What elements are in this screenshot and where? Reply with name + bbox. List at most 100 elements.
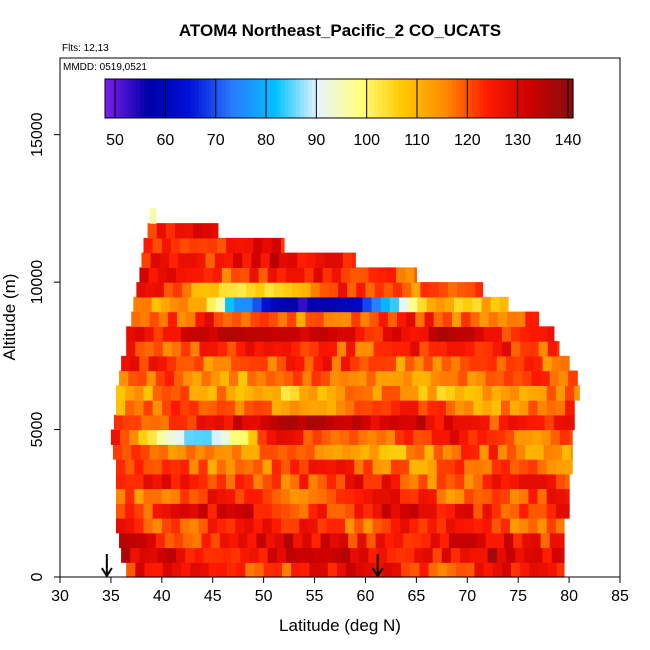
heat-cell <box>525 444 536 460</box>
heat-cell <box>510 400 520 416</box>
heat-cell <box>262 385 273 401</box>
heat-cell <box>271 473 282 490</box>
heat-cell <box>414 355 425 372</box>
altitude-band <box>116 488 570 504</box>
heat-cell <box>354 459 365 475</box>
heat-cell <box>514 429 524 445</box>
heat-cell <box>194 355 205 372</box>
heat-cell <box>483 562 494 578</box>
heat-cell <box>189 488 200 504</box>
colorbar-cell <box>296 79 301 118</box>
heat-cell <box>189 518 200 534</box>
heat-cell <box>546 488 557 504</box>
heat-cell <box>477 429 488 445</box>
heat-cell <box>267 267 278 283</box>
heat-cell <box>189 385 200 401</box>
heat-cell <box>390 518 401 534</box>
heat-cell <box>537 385 548 401</box>
heat-cell <box>290 385 300 401</box>
heat-cell <box>427 400 438 416</box>
heat-cell <box>381 459 392 475</box>
heat-cell <box>350 355 360 372</box>
heat-cell <box>135 562 146 578</box>
heat-cell <box>346 341 356 357</box>
colorbar-cell <box>136 79 141 118</box>
heat-cell <box>295 547 305 563</box>
heat-cell <box>180 503 190 519</box>
heat-cell <box>501 562 512 578</box>
heat-cell <box>302 532 313 549</box>
heat-cell <box>479 444 490 460</box>
heat-cell <box>445 503 456 519</box>
heat-cell <box>537 518 548 534</box>
heat-cell <box>177 444 187 460</box>
y-tick-label: 0 <box>29 572 46 581</box>
heat-cell <box>170 518 181 534</box>
colorbar-tick-label: 100 <box>353 132 380 149</box>
heat-cell <box>134 518 145 534</box>
heat-cell <box>215 296 226 313</box>
heat-cell <box>469 355 480 372</box>
heat-cell <box>439 370 450 386</box>
heat-cell <box>396 547 406 563</box>
heat-cell <box>432 547 443 563</box>
heat-cell <box>390 503 401 519</box>
heat-cell <box>491 473 502 490</box>
heat-cell <box>354 385 365 401</box>
heat-cell <box>522 370 533 386</box>
heat-cell <box>200 282 211 298</box>
heat-cell <box>143 385 154 401</box>
heat-cell <box>506 444 517 460</box>
x-tick-label: 70 <box>458 588 476 605</box>
heat-cell <box>374 282 385 298</box>
heat-cell <box>217 326 228 342</box>
heat-cell <box>252 296 263 313</box>
heat-cell <box>260 414 271 431</box>
heat-cell <box>153 562 164 578</box>
heat-cell <box>148 355 159 372</box>
heat-cell <box>212 547 223 563</box>
colorbar-cell <box>498 79 504 118</box>
heat-cell <box>172 341 182 357</box>
heat-cell <box>261 296 272 313</box>
colorbar-cell <box>401 79 406 118</box>
colorbar-cell <box>245 79 250 118</box>
heat-cell <box>503 370 514 386</box>
heat-cell <box>316 296 327 313</box>
heat-cell <box>369 444 380 460</box>
heat-cell <box>131 311 142 327</box>
heat-cell <box>519 385 529 401</box>
heat-cell <box>528 488 539 504</box>
heat-cell <box>387 444 398 460</box>
heat-cell <box>398 414 408 431</box>
heat-cell <box>500 503 511 519</box>
heat-cell <box>326 385 337 401</box>
heat-cell <box>400 518 410 534</box>
heat-cell <box>464 459 474 475</box>
heat-cell <box>185 355 195 372</box>
heat-cell <box>341 547 351 563</box>
heat-cell <box>315 414 326 431</box>
heat-cell <box>308 400 319 416</box>
heat-cell <box>373 341 384 357</box>
heat-cell <box>286 355 296 372</box>
heat-cell <box>204 311 215 327</box>
heat-cell <box>423 355 434 372</box>
heat-cell <box>345 385 355 401</box>
heat-cell <box>366 532 377 549</box>
heat-cell <box>513 370 523 386</box>
heat-cell <box>152 503 163 519</box>
heat-cell <box>148 267 159 283</box>
heat-cell <box>537 400 548 416</box>
heat-cell <box>473 518 484 534</box>
heat-cell <box>335 503 346 519</box>
heat-cell <box>556 341 560 357</box>
colorbar-cell <box>339 79 344 118</box>
x-tick-label: 75 <box>509 588 527 605</box>
heat-cell <box>344 296 354 313</box>
heat-cell <box>441 355 452 372</box>
heat-cell <box>528 473 539 490</box>
heat-cell <box>463 296 473 313</box>
heat-cell <box>433 444 444 460</box>
heat-cell <box>531 532 542 549</box>
